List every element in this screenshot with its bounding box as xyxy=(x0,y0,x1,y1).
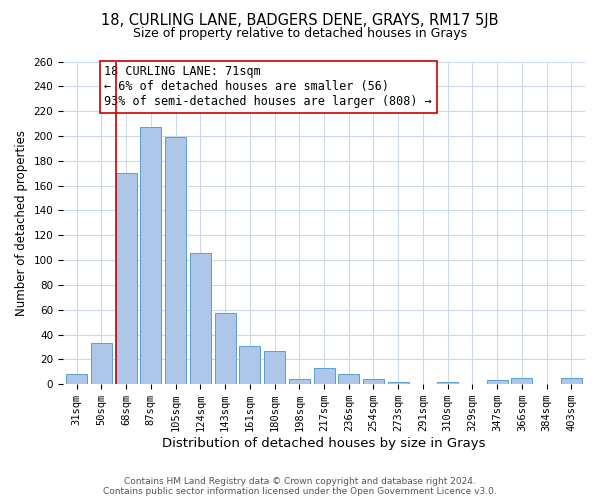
Bar xyxy=(165,137,186,384)
Bar xyxy=(239,346,260,384)
Bar xyxy=(91,344,112,384)
Bar xyxy=(388,382,409,384)
Bar xyxy=(487,380,508,384)
Text: 18 CURLING LANE: 71sqm
← 6% of detached houses are smaller (56)
93% of semi-deta: 18 CURLING LANE: 71sqm ← 6% of detached … xyxy=(104,65,432,108)
Bar xyxy=(190,252,211,384)
Bar xyxy=(314,368,335,384)
Bar xyxy=(116,173,137,384)
Bar xyxy=(338,374,359,384)
X-axis label: Distribution of detached houses by size in Grays: Distribution of detached houses by size … xyxy=(162,437,486,450)
Bar xyxy=(215,314,236,384)
Text: Size of property relative to detached houses in Grays: Size of property relative to detached ho… xyxy=(133,28,467,40)
Y-axis label: Number of detached properties: Number of detached properties xyxy=(15,130,28,316)
Bar xyxy=(66,374,87,384)
Bar xyxy=(561,378,582,384)
Bar xyxy=(140,128,161,384)
Bar xyxy=(363,380,384,384)
Bar xyxy=(289,380,310,384)
Bar xyxy=(437,382,458,384)
Bar xyxy=(511,378,532,384)
Text: 18, CURLING LANE, BADGERS DENE, GRAYS, RM17 5JB: 18, CURLING LANE, BADGERS DENE, GRAYS, R… xyxy=(101,12,499,28)
Bar xyxy=(264,350,285,384)
Text: Contains HM Land Registry data © Crown copyright and database right 2024.
Contai: Contains HM Land Registry data © Crown c… xyxy=(103,476,497,496)
